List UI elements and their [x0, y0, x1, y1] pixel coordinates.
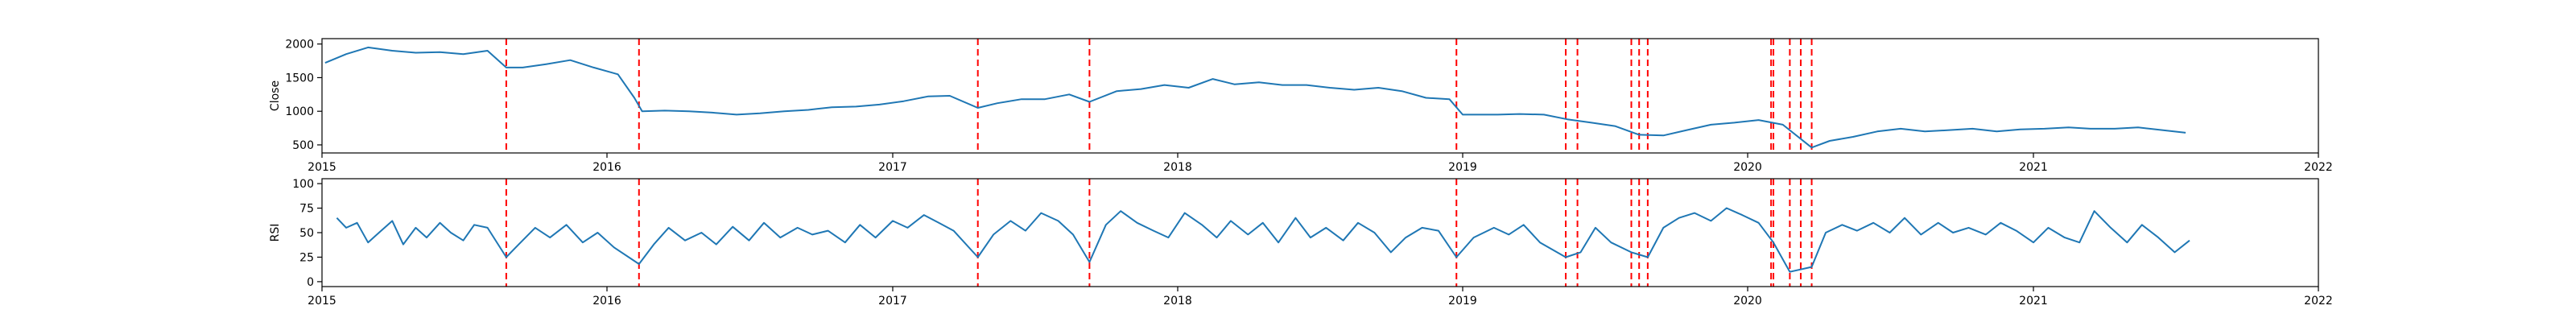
- y-tick-label: 75: [299, 203, 314, 216]
- x-tick-label: 2017: [878, 295, 907, 308]
- y-tick-label: 100: [292, 178, 314, 191]
- x-tick-label: 2019: [1448, 295, 1477, 308]
- x-tick-label: 2018: [1163, 295, 1192, 308]
- x-tick-label: 2016: [592, 161, 621, 174]
- y-tick-label: 1000: [285, 105, 314, 118]
- series-line: [336, 207, 2190, 273]
- rsi-panel: 2015 2016 2017 2018 2019 2020 2021 2022 0 25 50 75 1…: [269, 178, 2333, 308]
- x-tick-label: 2020: [1733, 161, 1762, 174]
- x-tick-label: 2017: [878, 161, 907, 174]
- y-tick-label: 50: [299, 227, 314, 240]
- y-tick-label: 2000: [285, 39, 314, 52]
- x-tick-label: 2015: [308, 161, 336, 174]
- series-line: [324, 46, 2186, 149]
- x-tick-label: 2015: [308, 295, 336, 308]
- x-tick-label: 2021: [2019, 295, 2048, 308]
- y-tick-label: 1500: [285, 72, 314, 85]
- y-tick-label: 0: [307, 276, 314, 289]
- axes-frame: [321, 38, 2319, 154]
- y-axis-label: RSI: [269, 224, 282, 242]
- y-tick-label: 25: [299, 251, 314, 264]
- close-price-panel: 2015 2016 2017 2018 2019 2020 2021 2022 500 1000 1…: [269, 38, 2333, 174]
- x-tick-label: 2022: [2304, 295, 2333, 308]
- x-tick-label: 2016: [592, 295, 621, 308]
- y-axis-label: Close: [269, 80, 282, 111]
- x-tick-label: 2022: [2304, 161, 2333, 174]
- x-tick-label: 2019: [1448, 161, 1477, 174]
- x-tick-label: 2020: [1733, 295, 1762, 308]
- y-tick-label: 500: [292, 139, 314, 152]
- x-tick-label: 2018: [1163, 161, 1192, 174]
- x-tick-label: 2021: [2019, 161, 2048, 174]
